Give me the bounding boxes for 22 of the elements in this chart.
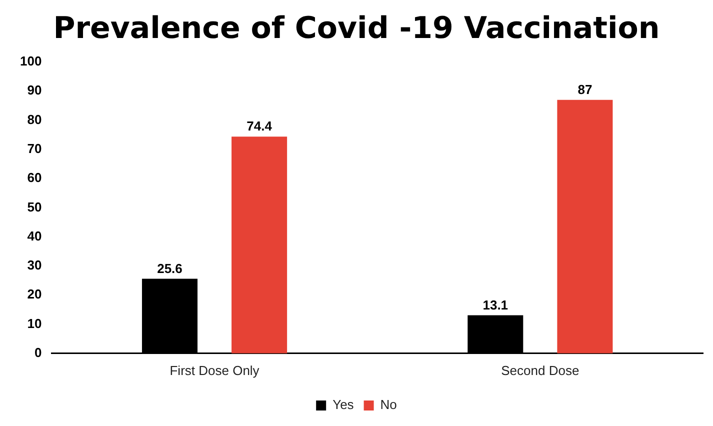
y-tick-label: 20 — [27, 286, 42, 302]
y-tick-label: 0 — [34, 344, 42, 360]
x-tick-label: First Dose Only — [170, 362, 260, 378]
x-tick-label: Second Dose — [501, 362, 580, 378]
y-tick-label: 100 — [20, 54, 42, 69]
data-label: 74.4 — [246, 118, 273, 134]
data-label: 25.6 — [157, 260, 182, 276]
data-label: 87 — [578, 82, 592, 97]
y-tick-label: 80 — [27, 112, 42, 127]
y-tick-label: 70 — [27, 141, 42, 156]
y-tick-label: 60 — [27, 170, 42, 186]
y-tick-label: 30 — [27, 258, 42, 273]
y-tick-label: 10 — [27, 316, 42, 331]
data-label: 13.1 — [482, 297, 508, 312]
legend-label: No — [380, 397, 397, 412]
y-tick-label: 40 — [27, 228, 42, 244]
bar — [557, 100, 613, 354]
chart-title: Prevalence of Covid -19 Vaccination — [53, 10, 660, 46]
y-tick-label: 50 — [27, 199, 42, 214]
y-tick-label: 90 — [27, 82, 42, 98]
legend-label: Yes — [332, 397, 354, 412]
bar — [232, 136, 288, 354]
